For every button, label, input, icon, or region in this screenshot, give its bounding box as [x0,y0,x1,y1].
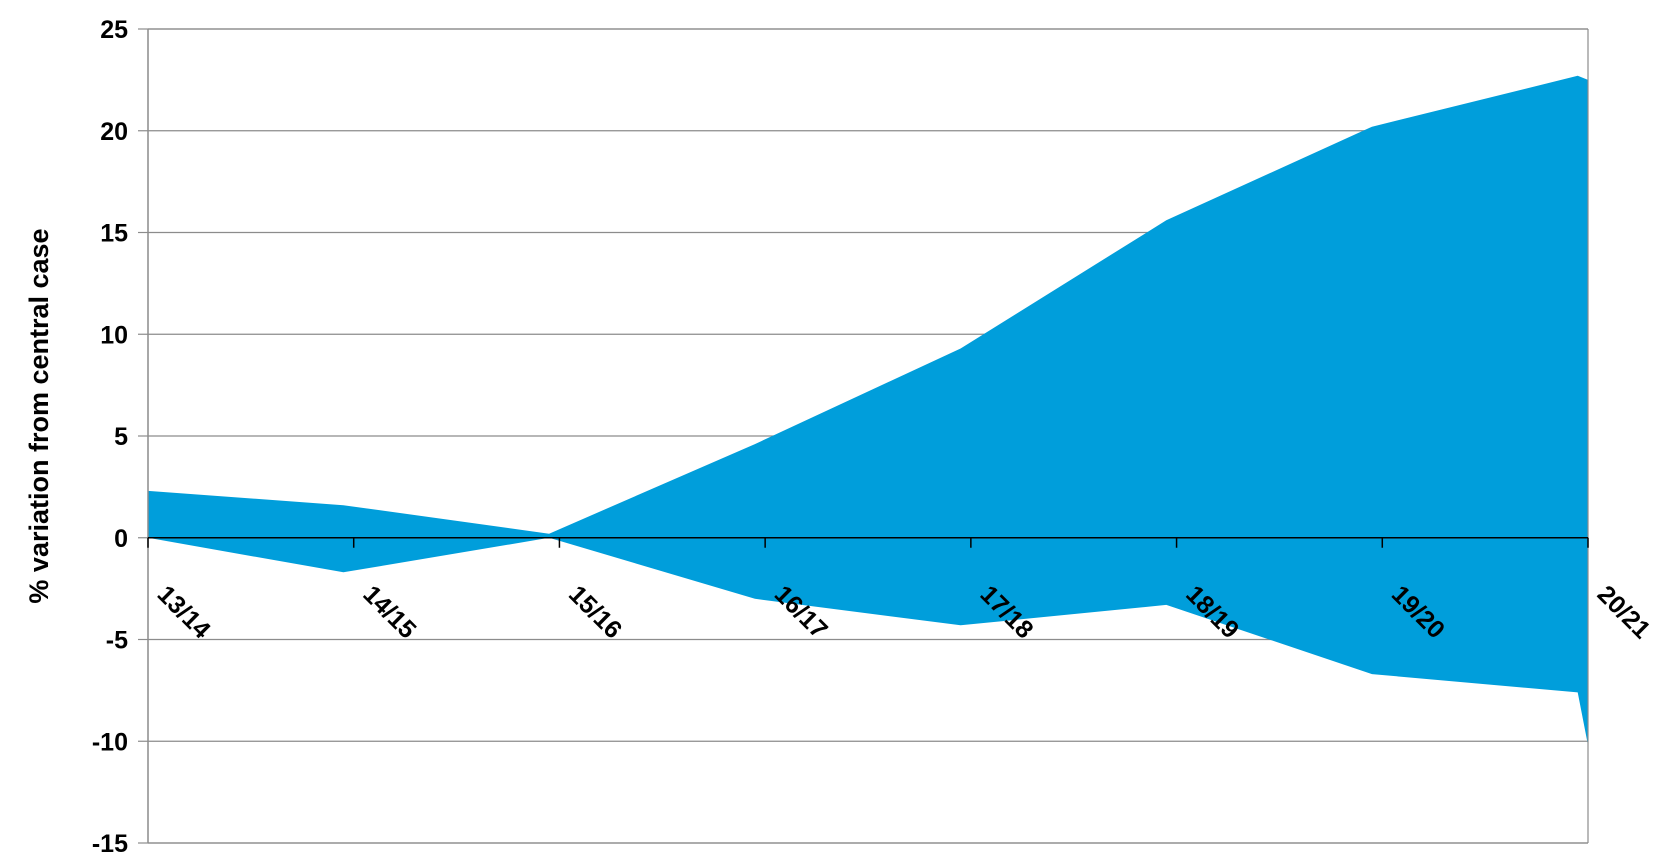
axis-layer [138,28,1589,844]
y-tick-label: 25 [100,16,128,44]
y-tick-label: 15 [100,220,128,248]
grid-layer [148,28,1588,844]
y-tick-label: -5 [106,627,128,655]
y-tick-label: 5 [114,423,128,451]
y-tick-label: 0 [114,525,128,553]
y-axis-title: % variation from central case [24,228,54,603]
x-tick-label: 14/15 [357,580,421,644]
variation-band [148,75,1588,746]
y-tick-label: 10 [100,321,128,349]
y-tick-label: -10 [92,728,128,756]
y-tick-label: 20 [100,118,128,146]
x-tick-label: 13/14 [152,580,216,644]
x-tick-label: 20/21 [1592,580,1656,644]
area-layer [148,75,1588,746]
x-tick-label: 15/16 [563,580,627,644]
y-tick-label: -15 [92,830,128,853]
